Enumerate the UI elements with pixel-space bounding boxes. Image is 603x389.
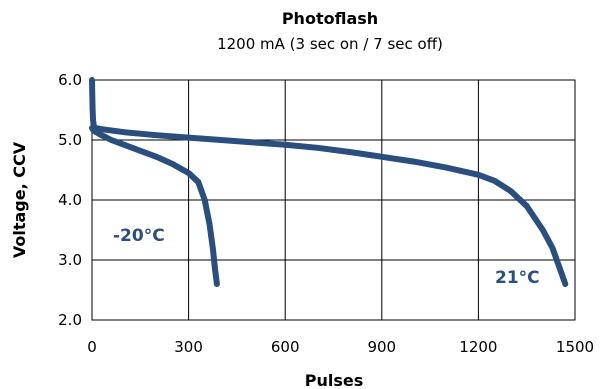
x-tick-label: 900: [367, 338, 396, 356]
chart-title: Photoflash: [282, 9, 378, 28]
chart-subtitle: 1200 mA (3 sec on / 7 sec off): [217, 35, 443, 53]
x-tick-label: 1200: [459, 338, 497, 356]
y-tick-label: 6.0: [58, 71, 82, 89]
series-label: -20°C: [113, 226, 165, 246]
y-tick-label: 5.0: [58, 131, 82, 149]
x-tick-label: 600: [271, 338, 300, 356]
x-tick-label: 1500: [556, 338, 594, 356]
y-tick-label: 4.0: [58, 191, 82, 209]
y-axis-label: Voltage, CCV: [10, 141, 29, 258]
series-label: 21°C: [495, 268, 540, 288]
series-line: [89, 125, 220, 287]
plot-frame: [91, 79, 576, 321]
series-line: [89, 77, 569, 287]
y-tick-label: 3.0: [58, 251, 82, 269]
plot-area: 0 300 600 900 1200 1500 2.0 3.0 4.0 5.0 6.0 -20°C 21…: [58, 71, 594, 356]
x-tick-label: 0: [87, 338, 97, 356]
x-axis-label: Pulses: [305, 371, 364, 389]
y-tick-label: 2.0: [58, 311, 82, 329]
x-tick-label: 300: [174, 338, 203, 356]
